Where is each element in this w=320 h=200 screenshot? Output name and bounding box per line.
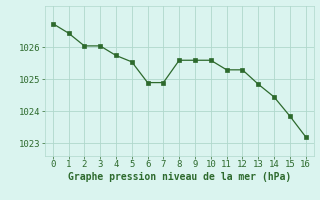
X-axis label: Graphe pression niveau de la mer (hPa): Graphe pression niveau de la mer (hPa) — [68, 172, 291, 182]
